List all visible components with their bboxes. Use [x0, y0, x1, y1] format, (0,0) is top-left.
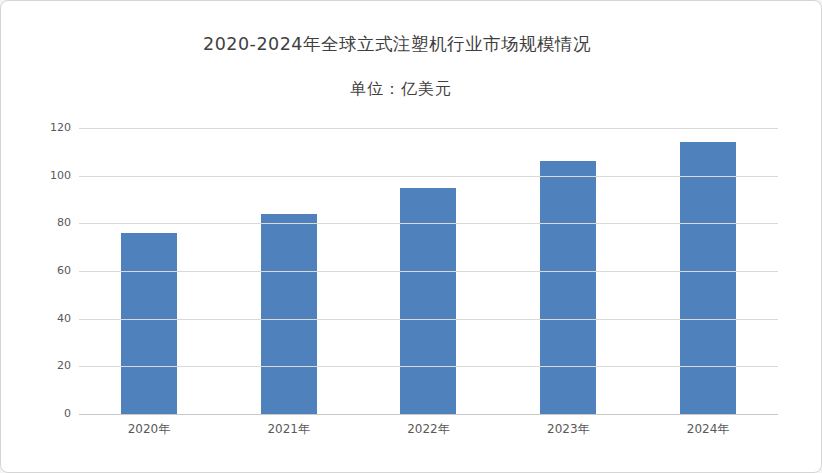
bar-2020年 [121, 233, 177, 414]
y-axis-tick-label-20: 20 [37, 360, 71, 371]
x-axis-tick-label-2024年: 2024年 [638, 421, 778, 438]
bar-2024年 [680, 142, 736, 414]
bar-2021年 [261, 214, 317, 414]
chart-subtitle: 单位：亿美元 [1, 79, 801, 100]
y-axis-tick-label-100: 100 [37, 170, 71, 181]
gridline-40 [79, 319, 778, 320]
plot-area: 020406080100120 [79, 128, 778, 415]
chart-title: 2020-2024年全球立式注塑机行业市场规模情况 [1, 32, 793, 56]
y-axis-tick-label-0: 0 [37, 408, 71, 419]
y-axis-tick-label-40: 40 [37, 313, 71, 324]
gridline-120 [79, 128, 778, 129]
gridline-100 [79, 176, 778, 177]
x-axis-labels: 2020年2021年2022年2023年2024年 [79, 421, 778, 438]
y-axis-tick-label-80: 80 [37, 217, 71, 228]
y-axis-tick-label-120: 120 [37, 122, 71, 133]
gridline-80 [79, 223, 778, 224]
gridline-60 [79, 271, 778, 272]
x-axis-tick-label-2023年: 2023年 [498, 421, 638, 438]
bar-2022年 [400, 188, 456, 414]
x-axis-tick-label-2020年: 2020年 [79, 421, 219, 438]
gridline-20 [79, 366, 778, 367]
x-axis-tick-label-2021年: 2021年 [219, 421, 359, 438]
chart-window: 2020-2024年全球立式注塑机行业市场规模情况 单位：亿美元 0204060… [0, 0, 822, 473]
y-axis-tick-label-60: 60 [37, 265, 71, 276]
bar-2023年 [540, 161, 596, 414]
x-axis-tick-label-2022年: 2022年 [359, 421, 499, 438]
